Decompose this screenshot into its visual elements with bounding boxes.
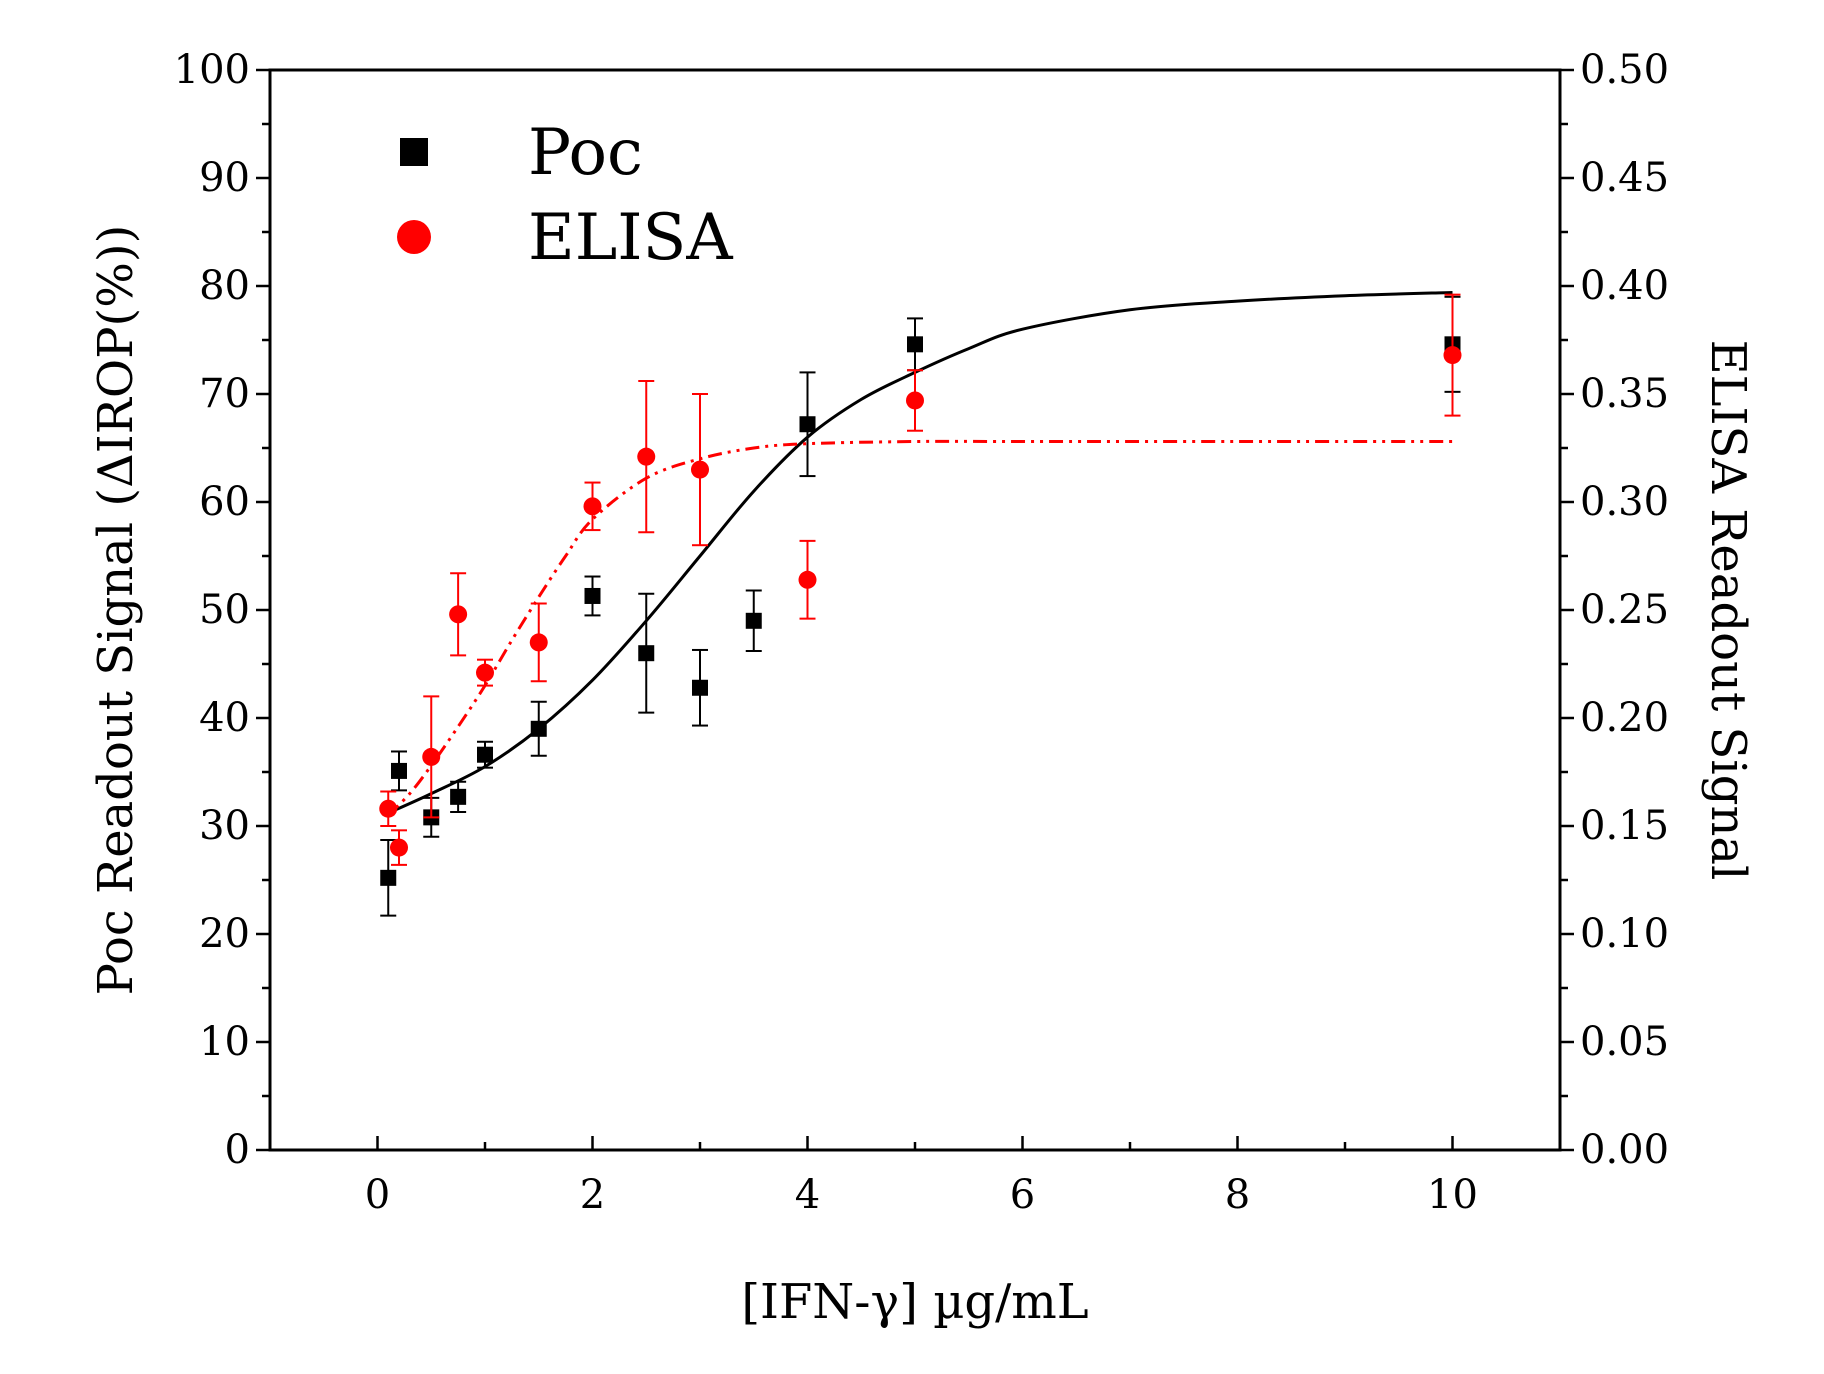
data-point-elisa [583, 497, 602, 516]
y-left-tick-label: 60 [199, 479, 250, 525]
y-right-tick-label: 0.50 [1580, 47, 1669, 93]
y-right-axis-title: ELISA Readout Signal [1700, 340, 1756, 881]
y-left-tick-label: 30 [199, 803, 250, 849]
legend: Poc ELISA [397, 116, 733, 275]
data-point-poc [450, 788, 467, 805]
data-point-elisa [422, 747, 441, 766]
y-left-tick-label: 0 [225, 1127, 250, 1173]
y-left-tick-label: 10 [199, 1019, 250, 1065]
data-point-elisa [906, 391, 924, 410]
data-point-poc [584, 587, 601, 604]
y-left-tick-label: 90 [199, 155, 250, 201]
data-point-poc [638, 645, 655, 662]
axes: 0 2 4 6 8 1001020304050607080901000.000.050.1… [88, 47, 1756, 1330]
x-tick-label: 0 [365, 1172, 390, 1218]
y-right-tick-label: 0.40 [1580, 263, 1669, 309]
legend-marker-poc [400, 138, 428, 166]
y-left-tick-label: 80 [199, 263, 250, 309]
x-tick-label: 6 [1010, 1172, 1035, 1218]
data-point-elisa [691, 460, 709, 479]
data-point-elisa [390, 838, 408, 857]
y-left-tick-label: 40 [199, 695, 250, 741]
legend-label-poc: Poc [528, 116, 643, 190]
data-point-poc [380, 869, 397, 886]
data-point-poc [692, 679, 708, 696]
y-right-tick-label: 0.30 [1580, 479, 1669, 525]
y-right-tick-label: 0.45 [1580, 155, 1669, 201]
y-right-tick-label: 0.15 [1580, 803, 1669, 849]
x-tick-label: 10 [1427, 1172, 1478, 1218]
data-point-elisa [529, 633, 548, 652]
data-point-poc [477, 746, 493, 763]
data-point-poc [745, 612, 762, 629]
data-point-elisa [379, 799, 398, 818]
y-left-axis-title: Poc Readout Signal (ΔIROP(%)) [88, 225, 144, 996]
y-right-tick-label: 0.25 [1580, 587, 1669, 633]
x-axis-title: [IFN-γ] µg/mL [741, 1274, 1088, 1330]
data-point-poc [391, 762, 407, 779]
data-point-poc [799, 416, 816, 433]
y-right-tick-label: 0.35 [1580, 371, 1669, 417]
y-right-tick-label: 0.05 [1580, 1019, 1669, 1065]
data-point-poc [907, 336, 923, 353]
data-point-poc [530, 720, 547, 737]
x-tick-label: 2 [580, 1172, 605, 1218]
y-right-tick-label: 0.20 [1580, 695, 1669, 741]
data-point-elisa [449, 605, 468, 624]
y-right-tick-label: 0.10 [1580, 911, 1669, 957]
y-left-tick-label: 70 [199, 371, 250, 417]
legend-label-elisa: ELISA [528, 201, 733, 275]
y-right-tick-label: 0.00 [1580, 1127, 1669, 1173]
fit-curve-elisa [387, 439, 1453, 817]
data-point-elisa [798, 570, 817, 589]
data-point-elisa [1443, 346, 1462, 365]
x-tick-label: 4 [795, 1172, 820, 1218]
plot-area [379, 290, 1462, 917]
y-left-tick-label: 20 [199, 911, 250, 957]
x-tick-label: 8 [1225, 1172, 1250, 1218]
legend-marker-elisa [397, 220, 431, 254]
data-point-elisa [476, 663, 494, 682]
data-point-elisa [637, 447, 656, 466]
y-left-tick-label: 50 [199, 587, 250, 633]
y-left-tick-label: 100 [174, 47, 250, 93]
